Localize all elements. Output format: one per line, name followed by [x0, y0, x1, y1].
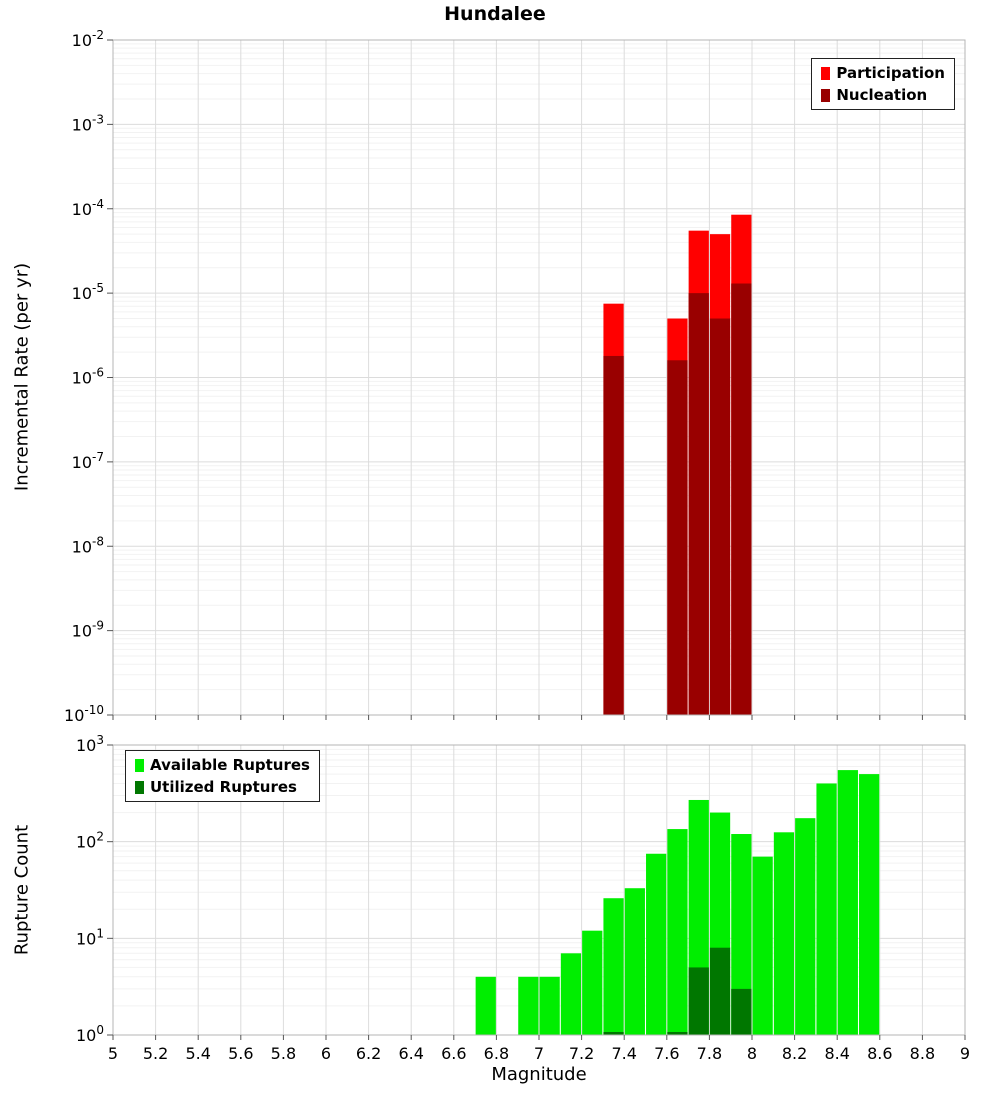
x-tick-label: 7.8	[697, 1044, 722, 1063]
x-tick-label: 5.6	[228, 1044, 253, 1063]
y-tick-label: 102	[76, 830, 104, 852]
count-legend: Available Ruptures Utilized Ruptures	[125, 750, 320, 802]
legend-item-available-ruptures: Available Ruptures	[135, 756, 310, 774]
y-tick-label: 103	[76, 733, 104, 755]
rate-legend: Participation Nucleation	[811, 58, 955, 110]
utilized-bar	[709, 947, 731, 1035]
available-bar	[795, 818, 816, 1035]
participation-legend-label: Participation	[836, 64, 945, 82]
x-tick-label: 8.8	[910, 1044, 935, 1063]
x-tick-label: 7	[534, 1044, 544, 1063]
x-tick-label: 6.4	[398, 1044, 423, 1063]
x-tick-label: 5.2	[143, 1044, 168, 1063]
available-bar	[539, 976, 560, 1035]
nucleation-bar	[667, 360, 688, 715]
legend-item-nucleation: Nucleation	[821, 86, 945, 104]
available-bar	[646, 853, 667, 1035]
y-tick-label: 10-7	[72, 450, 104, 472]
available-bar	[667, 829, 688, 1035]
available-bar	[837, 770, 858, 1035]
y-tick-label: 10-3	[72, 112, 104, 134]
utilized-bar	[603, 1032, 624, 1035]
y-tick-label: 10-9	[72, 619, 104, 641]
x-tick-label: 5.4	[185, 1044, 210, 1063]
count-axis-title: Rupture Count	[11, 824, 33, 956]
x-tick-label: 7.4	[611, 1044, 636, 1063]
x-tick-label: 9	[960, 1044, 970, 1063]
available-ruptures-swatch-icon	[135, 758, 144, 772]
available-bar	[859, 774, 880, 1035]
rate-axis-title: Incremental Rate (per yr)	[11, 262, 33, 492]
x-tick-label: 5.8	[271, 1044, 296, 1063]
y-tick-label: 100	[76, 1023, 104, 1045]
y-tick-label: 10-4	[72, 197, 104, 219]
utilized-ruptures-swatch-icon	[135, 780, 144, 794]
x-tick-label: 5	[108, 1044, 118, 1063]
nucleation-legend-label: Nucleation	[836, 86, 928, 104]
utilized-ruptures-legend-label: Utilized Ruptures	[150, 778, 297, 796]
y-tick-label: 10-6	[72, 366, 104, 388]
legend-item-utilized-ruptures: Utilized Ruptures	[135, 778, 310, 796]
y-tick-label: 10-2	[72, 28, 104, 50]
y-tick-label: 10-5	[72, 281, 104, 303]
available-bar	[752, 856, 773, 1035]
available-bar	[560, 953, 582, 1035]
utilized-bar	[688, 967, 709, 1035]
y-tick-label: 10-8	[72, 534, 104, 556]
x-tick-label: 7.6	[654, 1044, 679, 1063]
x-tick-label: 6.2	[356, 1044, 381, 1063]
x-tick-label: 6.6	[441, 1044, 466, 1063]
available-bar	[773, 832, 795, 1035]
available-ruptures-legend-label: Available Ruptures	[150, 756, 310, 774]
available-bar	[582, 930, 603, 1035]
legend-item-participation: Participation	[821, 64, 945, 82]
utilized-bar	[667, 1032, 688, 1035]
available-bar	[603, 898, 624, 1035]
chart-title: Hundalee	[444, 3, 546, 25]
x-tick-label: 8.2	[782, 1044, 807, 1063]
y-tick-label: 101	[76, 926, 104, 948]
x-tick-label: 6	[321, 1044, 331, 1063]
x-tick-label: 8.6	[867, 1044, 892, 1063]
participation-swatch-icon	[821, 66, 831, 80]
nucleation-bar	[603, 355, 624, 715]
available-bar	[624, 888, 645, 1035]
y-tick-label: 10-10	[64, 703, 104, 725]
utilized-bar	[731, 988, 752, 1035]
x-tick-label: 6.8	[484, 1044, 509, 1063]
x-tick-label: 8.4	[824, 1044, 849, 1063]
available-bar	[816, 783, 837, 1035]
magnitude-axis-title: Magnitude	[491, 1064, 587, 1085]
nucleation-bar	[688, 293, 709, 715]
available-bar	[475, 976, 496, 1035]
nucleation-bar	[709, 318, 731, 715]
x-tick-label: 8	[747, 1044, 757, 1063]
x-tick-label: 7.2	[569, 1044, 594, 1063]
available-bar	[518, 976, 539, 1035]
nucleation-swatch-icon	[821, 88, 831, 102]
nucleation-bar	[731, 283, 752, 715]
available-bar	[731, 834, 752, 1035]
